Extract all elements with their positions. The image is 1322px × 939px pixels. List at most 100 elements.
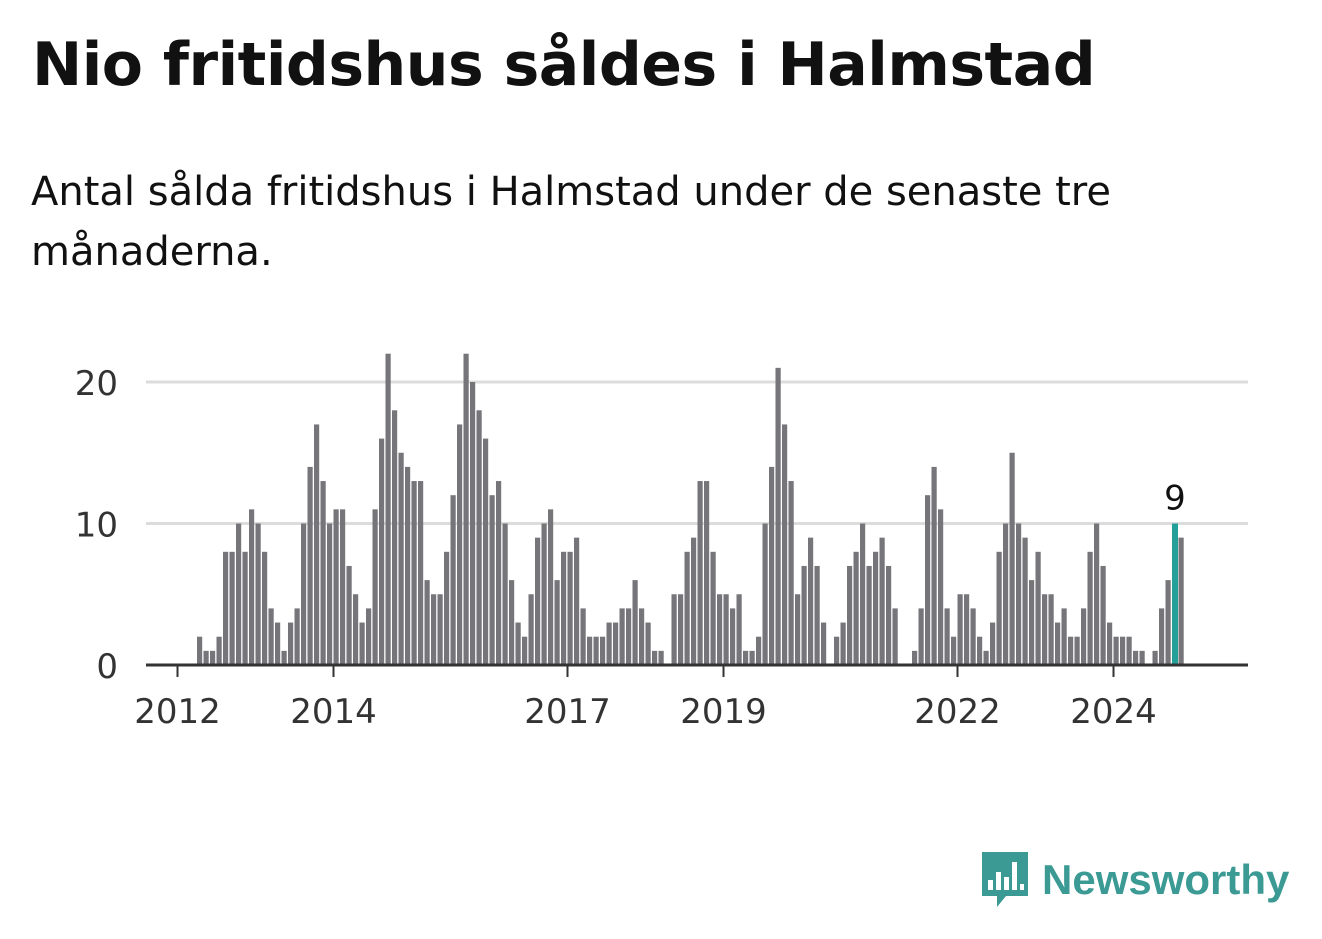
bar — [535, 537, 541, 665]
bar — [626, 608, 632, 665]
bar — [1003, 523, 1009, 665]
bar — [1126, 636, 1132, 665]
x-tick-label-2012: 2012 — [134, 692, 221, 732]
bar — [723, 594, 729, 665]
bar — [886, 565, 892, 665]
bar — [320, 481, 326, 665]
bar — [931, 466, 937, 665]
bar — [353, 594, 359, 665]
bar — [483, 438, 489, 665]
bar-chart-speech-bubble-icon — [982, 852, 1028, 907]
bar — [1107, 622, 1113, 665]
bar — [691, 537, 697, 665]
bar — [548, 509, 554, 665]
bar — [411, 481, 417, 665]
bar — [866, 565, 872, 665]
bar — [678, 594, 684, 665]
bar — [769, 466, 775, 665]
bar — [372, 509, 378, 665]
highlight-value-label: 9 — [1164, 479, 1186, 519]
bar — [398, 452, 404, 665]
bar — [1042, 594, 1048, 665]
highlight-bar — [1172, 523, 1178, 665]
bar — [580, 608, 586, 665]
bar — [522, 636, 528, 665]
bar — [671, 594, 677, 665]
bar — [424, 580, 430, 665]
bar — [775, 367, 781, 665]
x-tick-label-2022: 2022 — [914, 692, 1001, 732]
bar — [977, 636, 983, 665]
bar — [294, 608, 300, 665]
bar — [223, 551, 229, 665]
bar — [593, 636, 599, 665]
bar — [288, 622, 294, 665]
bar — [405, 466, 411, 665]
bar — [652, 650, 658, 665]
x-tick-label-2024: 2024 — [1070, 692, 1157, 732]
x-tick-label-2014: 2014 — [290, 692, 377, 732]
bar — [392, 410, 398, 665]
bar — [457, 424, 463, 665]
bar — [561, 551, 567, 665]
bar — [1152, 650, 1158, 665]
bar — [1061, 608, 1067, 665]
bar — [418, 481, 424, 665]
bar — [1087, 551, 1093, 665]
bar — [1165, 580, 1171, 665]
bar — [1100, 565, 1106, 665]
bar — [502, 523, 508, 665]
bar — [1139, 650, 1145, 665]
bar — [541, 523, 547, 665]
bar — [951, 636, 957, 665]
bar — [925, 495, 931, 665]
bar — [1178, 537, 1184, 665]
brand-logo: Newsworthy — [980, 850, 1289, 910]
bar — [470, 382, 476, 665]
bar — [658, 650, 664, 665]
bar — [437, 594, 443, 665]
bar — [281, 650, 287, 665]
bar — [801, 565, 807, 665]
bar — [892, 608, 898, 665]
bar — [216, 636, 222, 665]
x-tick-label-2019: 2019 — [680, 692, 767, 732]
bar — [489, 495, 495, 665]
bar — [1081, 608, 1087, 665]
bar — [619, 608, 625, 665]
bar — [515, 622, 521, 665]
bar — [359, 622, 365, 665]
bar — [1029, 580, 1035, 665]
y-tick-label-0: 0 — [96, 647, 118, 687]
bar — [210, 650, 216, 665]
bar — [1016, 523, 1022, 665]
bar — [229, 551, 235, 665]
bar — [840, 622, 846, 665]
bar — [730, 608, 736, 665]
bar — [938, 509, 944, 665]
bar — [710, 551, 716, 665]
bar — [600, 636, 606, 665]
bar — [567, 551, 573, 665]
bar — [645, 622, 651, 665]
bar — [918, 608, 924, 665]
bar — [366, 608, 372, 665]
bar — [314, 424, 320, 665]
bar — [476, 410, 482, 665]
bar — [717, 594, 723, 665]
bar — [1133, 650, 1139, 665]
bar — [242, 551, 248, 665]
bar — [860, 523, 866, 665]
bar — [912, 650, 918, 665]
bar — [1055, 622, 1061, 665]
bar — [444, 551, 450, 665]
page-subtitle: Antal sålda fritidshus i Halmstad under … — [31, 169, 1111, 275]
bar — [795, 594, 801, 665]
bar — [327, 523, 333, 665]
bar — [574, 537, 580, 665]
bar — [1113, 636, 1119, 665]
bar — [1120, 636, 1126, 665]
bar — [996, 551, 1002, 665]
bar — [554, 580, 560, 665]
